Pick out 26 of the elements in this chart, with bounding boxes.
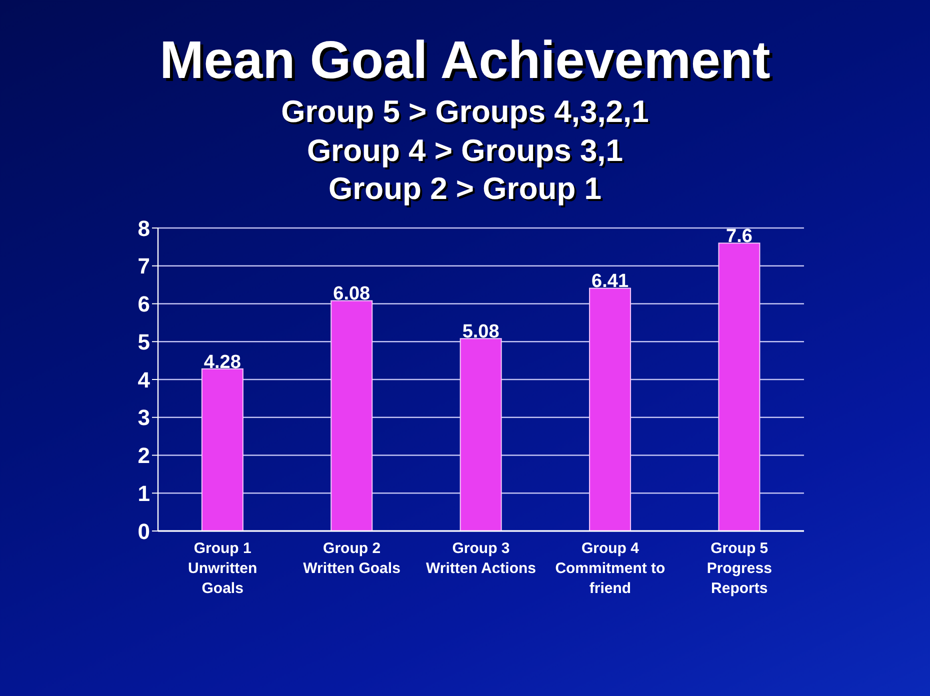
x-tick-label: Group 5 Progress Reports bbox=[706, 540, 772, 597]
y-tick-label: 4 bbox=[138, 367, 151, 392]
y-tick-label: 3 bbox=[138, 405, 150, 430]
y-tick-label: 0 bbox=[138, 518, 150, 544]
y-tick-label: 8 bbox=[138, 216, 150, 241]
data-label: 6.08 bbox=[333, 284, 370, 305]
x-tick-label: Group 1 Unwritten Goals bbox=[188, 540, 258, 597]
data-label: 6.41 bbox=[592, 271, 629, 292]
y-tick-label: 1 bbox=[138, 480, 150, 506]
x-tick-label: Group 4 Commitment to friend bbox=[555, 540, 666, 597]
chart-title: Mean Goal Achievement bbox=[158, 31, 772, 91]
bar bbox=[201, 368, 244, 531]
bar bbox=[460, 338, 502, 531]
bar bbox=[589, 288, 632, 531]
bar bbox=[330, 300, 373, 531]
x-tick-label: Group 2 Written Goals bbox=[303, 540, 400, 577]
y-tick-label: 7 bbox=[138, 254, 150, 279]
y-tick-label: 2 bbox=[138, 443, 150, 468]
bar bbox=[718, 242, 760, 531]
y-tick-label: 6 bbox=[138, 292, 150, 317]
x-tick-label: Group 3 Written Actions bbox=[426, 540, 536, 577]
y-tick-label: 5 bbox=[138, 329, 150, 354]
data-label: 4.28 bbox=[204, 352, 241, 373]
chart-subtitle: Group 5 > Groups 4,3,2,1 Group 4 > Groups 3,1 Group 2 > Group 1 bbox=[280, 93, 650, 208]
data-label: 5.08 bbox=[462, 322, 500, 343]
data-label: 7.6 bbox=[726, 226, 752, 248]
